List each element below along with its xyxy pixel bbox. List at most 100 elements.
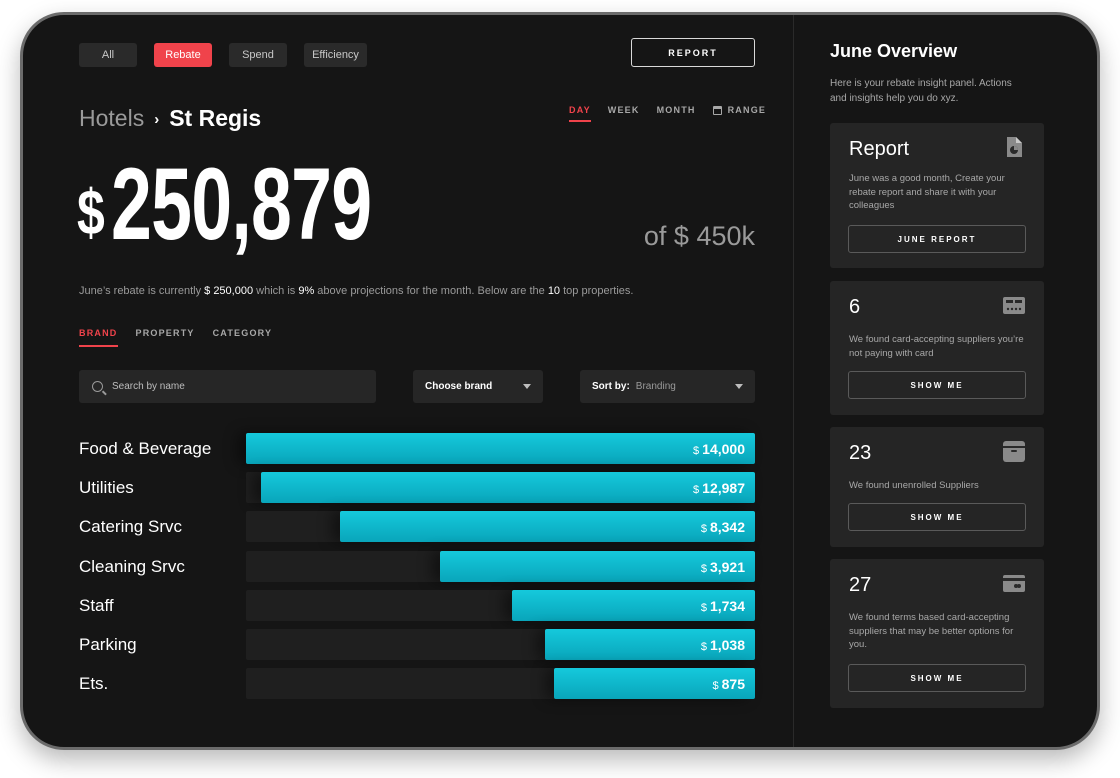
headline-currency: $ [77,176,105,248]
sort-select[interactable]: Sort by: Branding [580,370,755,403]
headline-value: 250,879 [110,147,372,261]
chart-bar-value: $12,987 [693,480,745,496]
headline-amount: $ 250,879 [77,153,472,255]
chart-bar-currency: $ [700,562,707,575]
chart-bar-number: 12,987 [702,480,745,497]
caret-down-icon [523,384,531,389]
chart-bar[interactable]: $1,038 [545,629,755,660]
show-me-button[interactable]: SHOW ME [848,503,1026,531]
chart-row[interactable]: Food & Beverage $14,000 [79,433,755,464]
archive-box-icon [1003,441,1025,462]
tab-range-label: RANGE [727,105,767,115]
chart-category-label: Parking [79,635,137,654]
chart-bar-track: $1,734 [246,589,755,621]
insight-card-count: 6 [849,296,861,318]
insight-card-text: We found terms based card-accepting supp… [849,612,1014,650]
show-me-button[interactable]: SHOW ME [848,664,1026,692]
insight-card-card-accepting: 6 We found card-accepting suppliers you’… [830,281,1044,415]
search-icon [92,381,103,392]
chart-row[interactable]: Cleaning Srvc $3,921 [79,550,755,582]
insight-card-count: 23 [849,442,872,464]
brand-select[interactable]: Choose brand [413,370,543,403]
insight-card-terms: 27 We found terms based card-accepting s… [830,559,1044,708]
chart-bar-number: 8,342 [709,519,745,536]
group-tabs: BRAND PROPERTY CATEGORY [79,328,273,347]
headline-target: of $ 450k [643,221,755,251]
chart-bar-track: $1,038 [246,629,755,660]
chart-bar-currency: $ [712,680,719,693]
chart-bar-number: 3,921 [709,558,745,575]
report-document-icon [1007,137,1022,157]
tab-category[interactable]: CATEGORY [212,328,273,338]
chart-bar-currency: $ [700,641,707,653]
breadcrumb: Hotels › St Regis [79,105,261,132]
card-reader-icon [1003,297,1025,314]
chart-bar-value: $3,921 [701,559,745,575]
summary-count: 10 [547,285,561,297]
chart-category-label: Utilities [79,478,134,498]
chart-category-label: Staff [79,595,114,615]
chart-bar[interactable]: $14,000 [246,433,755,464]
chart-category-label: Ets. [79,674,109,694]
chart-row[interactable]: Utilities $12,987 [79,472,755,504]
tab-property[interactable]: PROPERTY [135,328,195,338]
sort-select-label: Sort by: [592,381,630,392]
tab-day[interactable]: DAY [569,105,591,122]
insight-card-unenrolled: 23 We found unenrolled Suppliers SHOW ME [830,427,1044,547]
chart-category-label: Catering Srvc [79,517,182,537]
tab-brand[interactable]: BRAND [79,328,118,347]
insight-card-count: 27 [849,574,872,596]
overview-description: Here is your rebate insight panel. Actio… [830,78,1012,104]
chart-bar-currency: $ [693,445,700,457]
tab-month-label: MONTH [656,105,696,115]
chart-bar-currency: $ [700,601,707,614]
filter-efficiency[interactable]: Efficiency [304,43,367,67]
chart-bar[interactable]: $12,987 [261,472,755,504]
show-me-button[interactable]: SHOW ME [848,371,1026,399]
report-button[interactable]: REPORT [631,38,755,67]
june-report-button[interactable]: JUNE REPORT [848,225,1026,253]
main-panel: All Rebate Spend Efficiency REPORT Hotel… [23,15,793,747]
chart-bar-currency: $ [700,523,707,536]
tab-day-label: DAY [569,105,591,115]
chart-row[interactable]: Catering Srvc $8,342 [79,511,755,543]
chart-category-label: Food & Beverage [79,439,212,458]
chart-bar-value: $1,038 [701,637,745,653]
chart-bar[interactable]: $3,921 [439,550,755,582]
chart-row[interactable]: Ets. $875 [79,668,755,700]
chart-bar-number: 875 [721,676,745,693]
summary-part2: which is [253,285,299,297]
credit-card-icon [1003,575,1025,592]
device-frame: All Rebate Spend Efficiency REPORT Hotel… [20,12,1100,750]
filter-all[interactable]: All [79,43,137,67]
sort-select-value: Branding [635,381,676,392]
summary-amount: $ 250,000 [204,285,254,297]
chart-bar[interactable]: $1,734 [512,589,755,621]
period-tabs: DAY WEEK MONTH RANGE [569,105,767,122]
chart-bar-value: $875 [713,676,745,692]
overview-title: June Overview [830,41,958,61]
tab-range[interactable]: RANGE [712,105,767,121]
chart-bar-value: $1,734 [701,598,745,614]
chart-bar-track: $14,000 [246,433,755,464]
chart-bar[interactable]: $8,342 [339,511,755,543]
filter-spend[interactable]: Spend [229,43,287,67]
chart-row[interactable]: Parking $1,038 [79,629,755,660]
chart-bar[interactable]: $875 [554,668,755,700]
chart-bar-value: $8,342 [701,519,745,535]
chart-bar-number: 14,000 [702,441,745,457]
filter-rebate[interactable]: Rebate [154,43,212,67]
insight-card-text: We found card-accepting suppliers you’re… [849,334,1024,359]
summary-part1: June’s rebate is currently [79,285,205,297]
summary-part3: above projections for the month. Below a… [314,285,548,297]
chart-row[interactable]: Staff $1,734 [79,589,755,621]
breadcrumb-parent[interactable]: Hotels [79,105,145,131]
tab-week-label: WEEK [607,105,640,115]
search-input[interactable] [112,381,352,392]
chart-bar-track: $3,921 [246,550,755,582]
chart-bar-value: $14,000 [693,441,745,457]
report-card-text: June was a good month, Create your rebat… [849,173,1005,211]
tab-week[interactable]: WEEK [608,105,640,121]
tab-month[interactable]: MONTH [657,105,696,121]
overview-panel: June Overview Here is your rebate insigh… [793,15,1097,747]
